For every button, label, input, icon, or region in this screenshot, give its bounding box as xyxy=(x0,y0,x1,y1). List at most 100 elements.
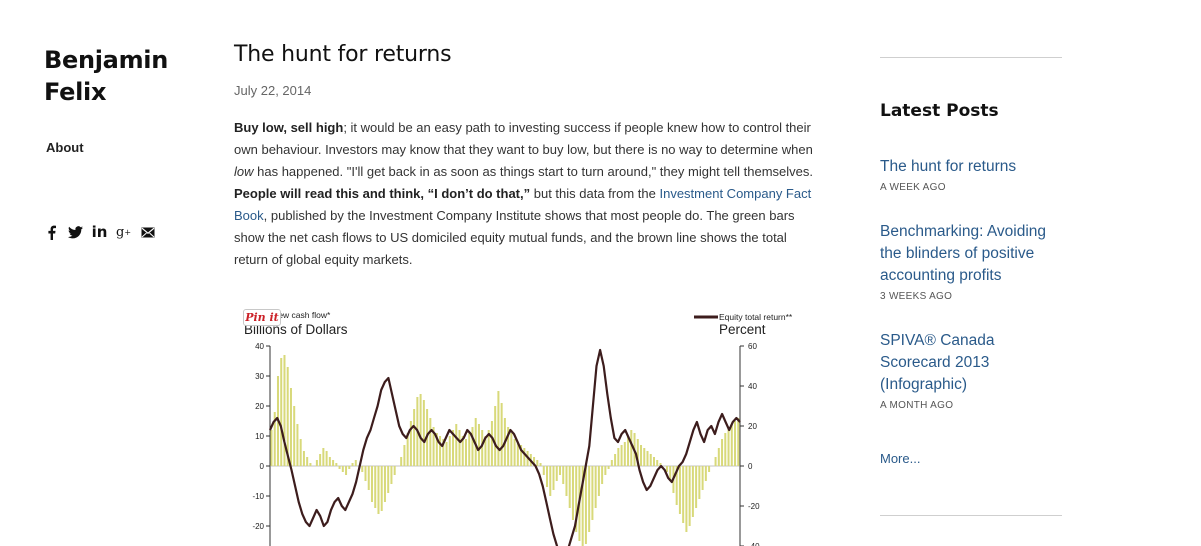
flow-bar xyxy=(604,466,607,475)
left-tick-label: -20 xyxy=(252,522,264,531)
flow-bar xyxy=(464,439,467,466)
flow-bar xyxy=(429,418,432,466)
post-date: July 22, 2014 xyxy=(234,83,312,98)
flow-bar xyxy=(568,466,571,508)
flow-bar xyxy=(422,400,425,466)
fact-book-link[interactable]: Investment Company Fact Book xyxy=(234,186,812,223)
flow-bar xyxy=(387,466,390,493)
flow-bar xyxy=(717,448,720,466)
flow-bar xyxy=(442,439,445,466)
left-tick-label: 30 xyxy=(255,372,264,381)
flow-bar xyxy=(520,445,523,466)
google-plus-icon[interactable]: g + xyxy=(115,224,132,240)
flow-bar xyxy=(730,424,733,466)
flow-bar xyxy=(516,442,519,466)
flow-bar xyxy=(591,466,594,520)
flow-bar xyxy=(513,439,516,466)
site-title-line1[interactable]: Benjamin xyxy=(44,46,168,74)
flow-bar xyxy=(490,421,493,466)
flow-bar xyxy=(380,466,383,511)
body-text-3: but this data from the xyxy=(530,186,660,201)
latest-post-link[interactable]: The hunt for returns xyxy=(880,158,1017,175)
flow-bar xyxy=(328,457,331,466)
flow-bar xyxy=(315,460,318,466)
body-text-4: , published by the Investment Company In… xyxy=(234,208,795,267)
flow-bar xyxy=(497,391,500,466)
latest-post-ago: A WEEK AGO xyxy=(880,182,946,193)
flow-bar xyxy=(682,466,685,523)
right-tick-label: 20 xyxy=(748,422,757,431)
post-title[interactable]: The hunt for returns xyxy=(234,42,452,67)
linkedin-icon[interactable]: in xyxy=(91,223,108,241)
flow-bar xyxy=(581,466,584,546)
flow-bar xyxy=(507,427,510,466)
body-text-1: ; it would be an easy path to investing … xyxy=(234,120,813,157)
flow-bar xyxy=(448,436,451,466)
pin-it-button[interactable]: Pin it xyxy=(243,309,281,326)
flow-bar xyxy=(594,466,597,508)
more-posts-link[interactable]: More... xyxy=(880,451,921,466)
site-title-line2[interactable]: Felix xyxy=(44,78,107,106)
site-title[interactable]: Benjamin Felix xyxy=(44,44,194,108)
twitter-icon[interactable] xyxy=(68,224,83,240)
chart-svg: Net new cash flow* Equity total return**… xyxy=(244,310,793,546)
flow-bar xyxy=(393,466,396,475)
latest-post-ago: A MONTH AGO xyxy=(880,400,954,411)
flow-bar xyxy=(575,466,578,532)
flow-bar xyxy=(549,466,552,496)
flow-bar xyxy=(306,457,309,466)
flow-bar xyxy=(338,466,341,469)
flow-bar xyxy=(432,427,435,466)
facebook-icon[interactable] xyxy=(44,224,59,240)
flow-bar xyxy=(280,358,283,466)
flow-bar xyxy=(685,466,688,532)
flow-bar xyxy=(523,448,526,466)
sidebar-top-divider xyxy=(880,57,1062,58)
latest-post-link[interactable]: SPIVA® Canada Scorecard 2013 (Infographi… xyxy=(880,332,995,393)
flow-bar xyxy=(419,394,422,466)
flow-bar xyxy=(607,466,610,469)
latest-post-link[interactable]: Benchmarking: Avoiding the blinders of p… xyxy=(880,223,1047,284)
flow-bar xyxy=(708,466,711,472)
flow-bar xyxy=(659,463,662,466)
flow-bar xyxy=(542,466,545,475)
flow-bar xyxy=(319,454,322,466)
flow-bar xyxy=(325,451,328,466)
left-tick-label: 10 xyxy=(255,432,264,441)
left-tick-label: 20 xyxy=(255,402,264,411)
flow-bar xyxy=(435,433,438,466)
flow-bar xyxy=(458,430,461,466)
flow-bar xyxy=(273,412,276,466)
flow-bar xyxy=(341,466,344,472)
flow-bar xyxy=(620,445,623,466)
flow-bar xyxy=(678,466,681,514)
right-tick-label: 40 xyxy=(748,382,757,391)
nav-about-link[interactable]: About xyxy=(46,140,84,155)
flow-bar xyxy=(669,466,672,481)
flow-bar xyxy=(627,436,630,466)
flow-bar xyxy=(665,466,668,472)
flow-bar xyxy=(588,466,591,532)
flow-bar xyxy=(533,457,536,466)
flow-bar xyxy=(510,433,513,466)
flow-bar xyxy=(377,466,380,514)
flow-bar xyxy=(302,451,305,466)
flow-bar xyxy=(461,436,464,466)
flow-bar xyxy=(630,430,633,466)
email-icon[interactable] xyxy=(140,224,155,240)
flow-bar xyxy=(270,430,273,466)
flow-bar xyxy=(640,445,643,466)
flow-bar xyxy=(484,436,487,466)
flow-bar xyxy=(562,466,565,484)
legend-left-text: Net new cash flow* xyxy=(258,310,331,320)
flow-bar xyxy=(296,424,299,466)
flow-bar xyxy=(500,403,503,466)
flow-bar xyxy=(494,406,497,466)
flow-bar xyxy=(487,430,490,466)
flow-bar xyxy=(439,436,442,466)
flow-bar xyxy=(701,466,704,490)
right-tick-label: 60 xyxy=(748,342,757,351)
bold-people: People will read this and think, “I don’… xyxy=(234,186,531,201)
flow-bar xyxy=(652,457,655,466)
latest-post-item: Benchmarking: Avoiding the blinders of p… xyxy=(880,221,1065,302)
